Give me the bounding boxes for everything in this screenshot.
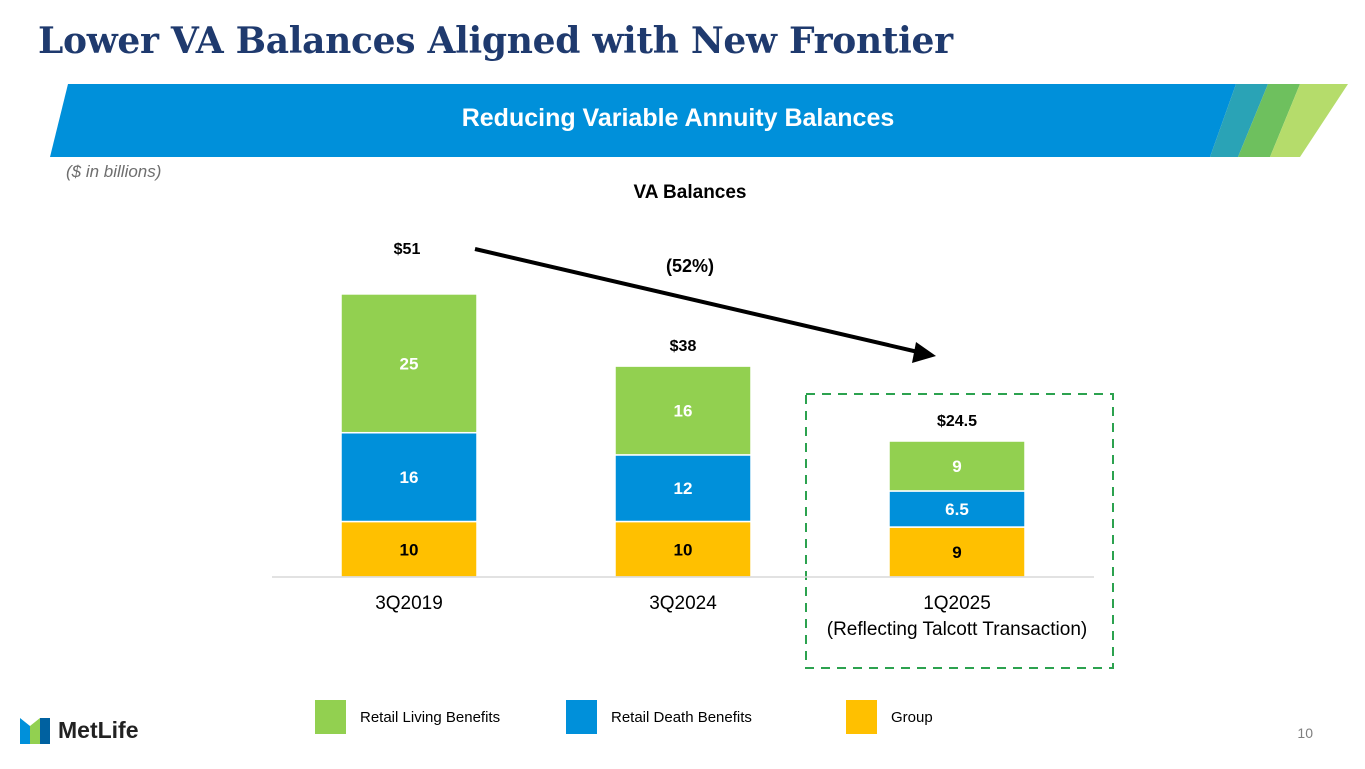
banner-title: Reducing Variable Annuity Balances (461, 104, 895, 132)
banner-bar (50, 84, 1236, 157)
bar-group-2 (888, 526, 1026, 578)
legend-retail-living: Retail Living Benefits (315, 700, 500, 734)
banner-stripe-teal (1210, 84, 1268, 157)
bar-retail_living-1 (614, 365, 752, 456)
legend-retail-death: Retail Death Benefits (566, 700, 752, 734)
bar-label-retail_death-2: 6.5 (945, 500, 969, 519)
total-label-1: $38 (670, 338, 697, 355)
chart-title: VA Balances (634, 182, 747, 203)
banner-stripe-green (1238, 84, 1300, 157)
legend-label-retail-death: Retail Death Benefits (611, 708, 752, 726)
bar-label-group-1: 10 (674, 540, 693, 559)
trend-arrow-line (474, 247, 919, 354)
bar-retail_death-0 (340, 431, 478, 523)
page-number: 10 (1297, 725, 1313, 741)
total-label-2: $24.5 (937, 413, 977, 430)
bar-label-retail_living-2: 9 (952, 457, 961, 476)
x-tick-label-1: 3Q2024 (649, 593, 717, 614)
bar-retail_living-0 (340, 293, 478, 434)
metlife-logo-text: MetLife (58, 716, 139, 743)
bar-label-retail_death-1: 12 (674, 479, 693, 498)
legend-label-retail-living: Retail Living Benefits (360, 708, 501, 726)
legend-swatch-retail-living (315, 700, 346, 734)
page-title: Lower VA Balances Aligned with New Front… (38, 20, 953, 62)
bar-retail_living-2 (888, 440, 1026, 492)
bar-label-retail_living-1: 16 (674, 402, 693, 421)
metlife-logo: MetLife (20, 716, 139, 744)
change-annotation: (52%) (666, 256, 714, 276)
bar-label-group-0: 10 (400, 540, 419, 559)
legend-label-group: Group (891, 708, 933, 726)
bar-group-1 (614, 520, 752, 578)
bar-label-retail_death-0: 16 (400, 468, 419, 487)
total-label-0: $51 (394, 241, 421, 258)
metlife-logo-icon (20, 718, 50, 744)
units-note: ($ in billions) (66, 162, 162, 181)
x-tick-label-2: 1Q2025 (923, 593, 991, 614)
highlight-box (805, 393, 1114, 669)
x-tick-label-2-line1: (Reflecting Talcott Transaction) (827, 619, 1088, 640)
bar-label-group-2: 9 (952, 543, 961, 562)
trend-arrow-head (912, 342, 936, 363)
legend-swatch-retail-death (566, 700, 597, 734)
bar-label-retail_living-0: 25 (400, 354, 419, 373)
va-balances-chart: VA Balances 10 16 25 $51 3Q2019 10 12 16 $38 3Q202… (272, 182, 1114, 669)
legend-group: Group (846, 700, 933, 734)
legend-swatch-group (846, 700, 877, 734)
section-banner (50, 84, 1348, 157)
banner-stripe-lime (1270, 84, 1348, 157)
bar-retail_death-1 (614, 454, 752, 523)
x-tick-label-0: 3Q2019 (375, 593, 443, 614)
